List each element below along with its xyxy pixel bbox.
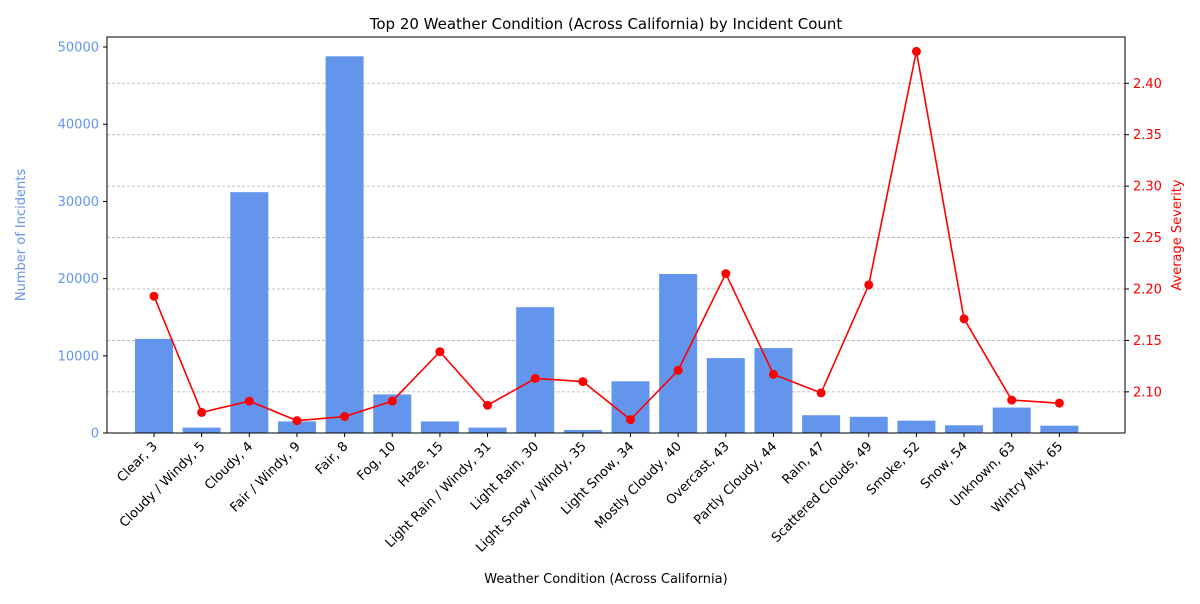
bar xyxy=(611,381,650,433)
x-tick-label: Partly Cloudy, 44 xyxy=(691,439,780,528)
severity-point xyxy=(768,369,778,379)
severity-point xyxy=(911,46,921,56)
y-right-tick-label: 2.20 xyxy=(1133,283,1162,298)
bar xyxy=(516,307,555,433)
x-tick-label: Mostly Cloudy, 40 xyxy=(592,439,685,532)
y-axis-right-label: Average Severity xyxy=(1170,179,1185,291)
severity-line xyxy=(149,46,1064,426)
y-right-tick-label: 2.30 xyxy=(1133,180,1162,195)
severity-point xyxy=(244,396,254,406)
severity-polyline xyxy=(153,51,1060,422)
bar xyxy=(1040,425,1079,433)
y-left-tick-label: 40000 xyxy=(58,118,99,133)
bar xyxy=(420,421,459,433)
severity-point xyxy=(959,314,969,324)
y-left-tick-label: 20000 xyxy=(58,272,99,287)
severity-point xyxy=(292,416,302,426)
y-right-tick-label: 2.40 xyxy=(1133,77,1162,92)
y-left-tick-label: 30000 xyxy=(58,195,99,210)
y-right-tick-label: 2.10 xyxy=(1133,385,1162,400)
severity-point xyxy=(1007,395,1017,405)
bar xyxy=(802,415,841,433)
severity-point xyxy=(1054,398,1064,408)
axes: 0 10000 20000 30000 40000 50000 2.10 2.15 2.20 2.… xyxy=(58,41,1162,556)
bar xyxy=(659,273,698,433)
bar xyxy=(182,427,221,433)
x-tick-label: Clear, 3 xyxy=(114,439,160,485)
bar xyxy=(849,416,888,433)
y-right-tick-label: 2.25 xyxy=(1133,231,1162,246)
bars xyxy=(135,56,1079,433)
severity-point xyxy=(816,388,826,398)
severity-point xyxy=(340,412,350,422)
bar xyxy=(945,425,984,433)
severity-point xyxy=(530,373,540,383)
bar xyxy=(754,348,793,433)
bar xyxy=(277,421,316,433)
bar xyxy=(706,358,745,433)
severity-point xyxy=(483,400,493,410)
chart-title: Top 20 Weather Condition (Across Califor… xyxy=(369,15,843,33)
severity-point xyxy=(864,280,874,290)
x-tick-label: Fog, 10 xyxy=(355,439,400,484)
bar xyxy=(325,56,364,433)
severity-point xyxy=(673,365,683,375)
y-right-tick-label: 2.15 xyxy=(1133,334,1162,349)
bar xyxy=(992,407,1031,433)
x-tick-label: Rain, 47 xyxy=(780,439,828,487)
bar xyxy=(468,427,507,433)
x-axis-label: Weather Condition (Across California) xyxy=(484,572,727,587)
severity-point xyxy=(387,396,397,406)
bar xyxy=(230,192,269,433)
x-tick-label: Fair, 8 xyxy=(313,439,352,478)
y-axis-left-label: Number of Incidents xyxy=(14,169,29,301)
plot-frame xyxy=(106,36,1126,434)
bar xyxy=(563,429,602,433)
y-left-tick-label: 50000 xyxy=(58,41,99,56)
severity-point xyxy=(626,415,635,425)
x-tick-label: Cloudy / Windy, 5 xyxy=(117,439,208,530)
severity-point xyxy=(578,377,588,387)
severity-point xyxy=(197,407,207,417)
severity-point xyxy=(721,269,731,279)
bar xyxy=(897,420,936,433)
y-left-tick-label: 10000 xyxy=(58,349,99,364)
y-right-tick-label: 2.35 xyxy=(1133,128,1162,143)
bar xyxy=(135,338,173,433)
severity-point xyxy=(149,291,159,301)
y-left-tick-label: 0 xyxy=(91,427,99,442)
severity-point xyxy=(435,347,445,357)
